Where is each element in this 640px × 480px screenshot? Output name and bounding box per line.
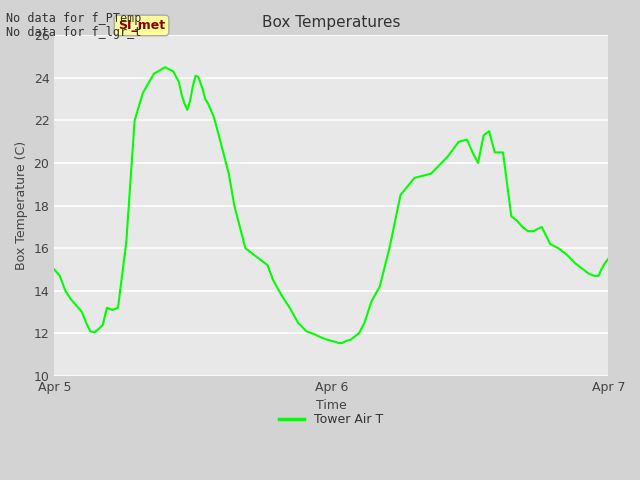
- Title: Box Temperatures: Box Temperatures: [262, 15, 401, 30]
- X-axis label: Time: Time: [316, 399, 347, 412]
- Y-axis label: Box Temperature (C): Box Temperature (C): [15, 141, 28, 270]
- Text: SI_met: SI_met: [118, 19, 165, 32]
- Legend: Tower Air T: Tower Air T: [274, 408, 388, 431]
- Text: No data for f_PTemp: No data for f_PTemp: [6, 12, 142, 25]
- Text: No data for f_lgr_t: No data for f_lgr_t: [6, 26, 142, 39]
